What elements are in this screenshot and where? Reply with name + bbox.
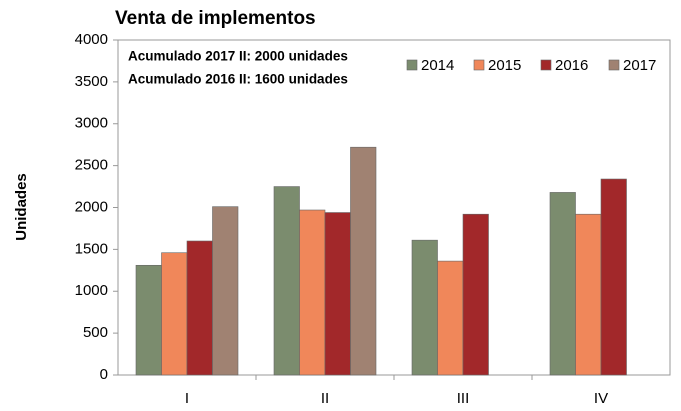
x-tick-label: II — [321, 390, 329, 407]
legend-label: 2017 — [623, 57, 656, 74]
legend-label: 2014 — [421, 57, 454, 74]
annotation: Acumulado 2017 II: 2000 unidades — [128, 49, 348, 64]
annotation: Acumulado 2016 II: 1600 unidades — [128, 72, 348, 87]
bar — [575, 213, 602, 376]
bar — [324, 212, 351, 376]
legend-swatch — [540, 59, 552, 71]
y-tick-label: 500 — [83, 324, 108, 341]
bar — [186, 240, 213, 376]
bar — [437, 260, 464, 376]
y-tick-label: 3500 — [75, 73, 108, 90]
bar — [212, 206, 239, 376]
bar — [549, 192, 576, 376]
y-tick-label: 1500 — [75, 240, 108, 257]
y-tick-label: 3000 — [75, 115, 108, 132]
x-tick-label: I — [185, 390, 189, 407]
bar — [135, 264, 162, 376]
chart-title: Venta de implementos — [115, 8, 316, 29]
bar — [462, 213, 489, 376]
y-tick-label: 0 — [100, 366, 108, 383]
legend-label: 2015 — [488, 57, 521, 74]
legend-swatch — [406, 59, 418, 71]
y-tick-label: 1000 — [75, 282, 108, 299]
y-tick-label: 2000 — [75, 198, 108, 215]
x-tick-label: IV — [594, 390, 608, 407]
y-tick-label: 2500 — [75, 157, 108, 174]
bar — [273, 186, 300, 376]
legend-swatch — [473, 59, 485, 71]
bar — [350, 146, 377, 376]
bar — [299, 209, 326, 376]
bar — [411, 239, 438, 376]
bar — [161, 252, 188, 376]
legend-label: 2016 — [555, 57, 588, 74]
legend-swatch — [608, 59, 620, 71]
x-tick-label: III — [457, 390, 470, 407]
y-tick-label: 4000 — [75, 31, 108, 48]
y-axis-label: Unidades — [13, 173, 30, 241]
bar — [600, 178, 627, 376]
